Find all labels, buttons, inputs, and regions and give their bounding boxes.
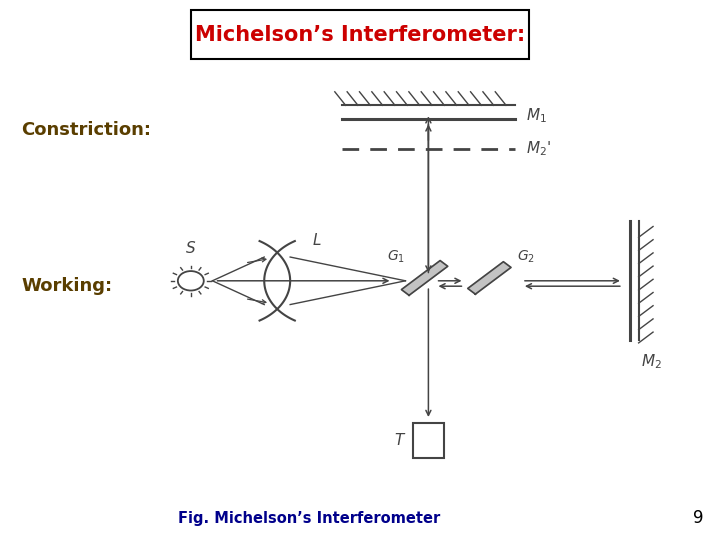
Polygon shape [468,262,511,294]
Text: Fig. Michelson’s Interferometer: Fig. Michelson’s Interferometer [179,511,441,526]
Text: $G_2$: $G_2$ [517,248,534,265]
Text: $M_2$': $M_2$' [526,139,551,158]
Text: T: T [394,433,404,448]
Text: S: S [186,241,196,256]
FancyBboxPatch shape [191,10,529,59]
Polygon shape [402,261,448,295]
Text: Michelson’s Interferometer:: Michelson’s Interferometer: [195,24,525,45]
Text: $M_1$: $M_1$ [526,107,546,125]
Text: L: L [312,233,321,248]
Text: Working:: Working: [22,277,113,295]
FancyBboxPatch shape [413,422,444,458]
Text: $G_1$: $G_1$ [387,248,405,265]
Text: $M_2$: $M_2$ [642,353,662,371]
Text: Constriction:: Constriction: [22,120,152,139]
Text: 9: 9 [693,509,703,528]
